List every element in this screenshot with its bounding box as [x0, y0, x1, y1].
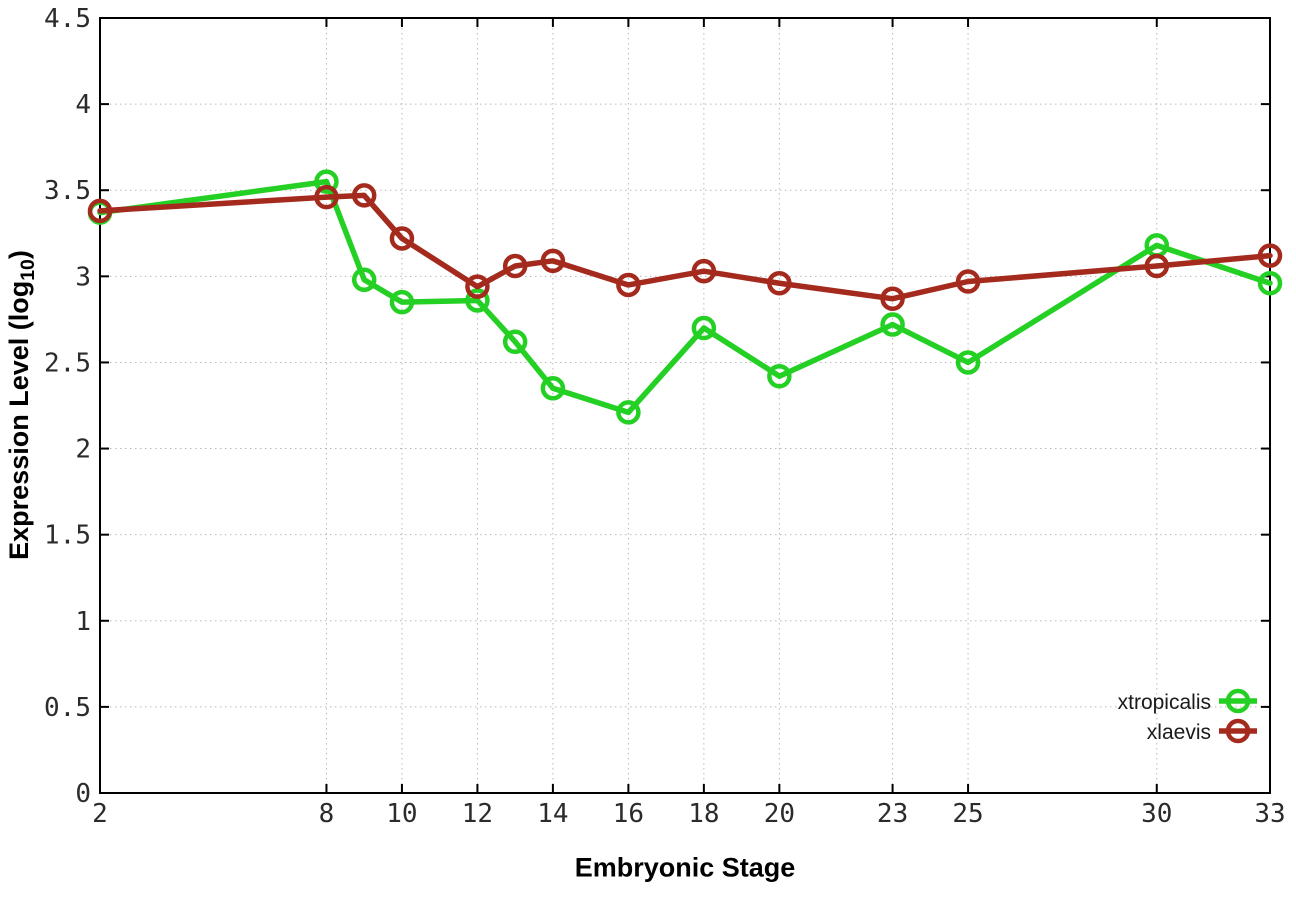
data-point-xtropicalis	[1257, 270, 1283, 296]
data-point-xlaevis	[351, 183, 377, 208]
data-point-xtropicalis	[540, 376, 566, 401]
x-tick-label: 18	[688, 799, 719, 829]
x-tick-label: 16	[613, 799, 644, 829]
data-point-xlaevis	[1257, 243, 1283, 268]
data-point-xlaevis	[691, 258, 717, 284]
series-line-xtropicalis	[97, 178, 1273, 416]
x-tick-label: 12	[462, 799, 493, 829]
data-point-xtropicalis	[955, 350, 981, 375]
y-tick-label: 2.5	[44, 348, 91, 378]
data-point-xlaevis	[502, 253, 528, 279]
data-point-xlaevis	[87, 198, 113, 224]
y-tick-label: 1	[75, 607, 91, 637]
x-tick-label: 14	[537, 799, 568, 829]
x-tick-label: 10	[386, 799, 417, 829]
data-point-xtropicalis	[691, 315, 717, 341]
x-tick-label: 2	[92, 799, 108, 829]
data-point-xlaevis	[540, 248, 566, 274]
data-point-xtropicalis	[351, 267, 377, 293]
data-point-xtropicalis	[880, 312, 905, 337]
data-point-xlaevis	[1144, 253, 1170, 279]
x-tick-label: 8	[319, 799, 335, 829]
y-axis-title: Expression Level (log10)	[4, 250, 40, 560]
data-point-xlaevis	[465, 274, 490, 299]
y-tick-label: 2	[75, 435, 91, 465]
data-point-xtropicalis	[767, 363, 792, 389]
data-point-xtropicalis	[314, 169, 339, 194]
data-point-xtropicalis	[616, 400, 641, 425]
data-point-xlaevis	[389, 226, 415, 251]
y-tick-label: 3.5	[44, 176, 91, 206]
y-tick-label: 4	[75, 90, 91, 120]
y-tick-label: 3	[75, 262, 91, 292]
legend-marker-xtropicalis	[1225, 688, 1251, 714]
data-point-xlaevis	[767, 270, 792, 296]
x-tick-label: 33	[1254, 799, 1285, 829]
data-point-xlaevis	[880, 286, 905, 311]
legend-marker-xlaevis	[1225, 718, 1251, 744]
y-tick-label: 0.5	[44, 693, 91, 723]
legend-label-xlaevis: xlaevis	[1147, 721, 1211, 744]
y-tick-label: 0	[75, 779, 91, 809]
x-tick-label: 30	[1141, 799, 1172, 829]
data-point-xtropicalis	[389, 289, 415, 315]
y-tick-label: 4.5	[44, 4, 91, 34]
data-point-xlaevis	[616, 272, 641, 298]
y-axis-title-suffix: )	[3, 250, 34, 260]
x-tick-label: 20	[764, 799, 795, 829]
y-axis-title-text: Expression Level (log	[3, 280, 34, 560]
legend-label-xtropicalis: xtropicalis	[1118, 691, 1211, 714]
x-axis-title: Embryonic Stage	[574, 852, 796, 883]
x-tick-label: 25	[952, 799, 983, 829]
data-point-xtropicalis	[465, 288, 490, 313]
plot-frame	[99, 17, 1271, 794]
y-tick-label: 1.5	[44, 521, 91, 551]
y-axis-title-subscript: 10	[17, 259, 40, 281]
data-point-xtropicalis	[502, 329, 528, 355]
data-point-xlaevis	[314, 184, 339, 210]
data-point-xlaevis	[955, 269, 981, 294]
x-tick-label: 23	[877, 799, 908, 829]
